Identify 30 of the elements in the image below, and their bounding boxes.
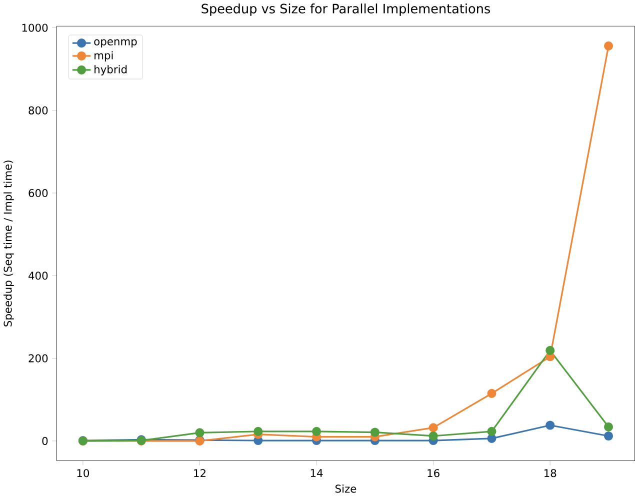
- point: [312, 426, 322, 436]
- x-tick-label: 12: [194, 468, 206, 477]
- y-tick-label: 400: [28, 271, 48, 280]
- point: [604, 431, 614, 440]
- point: [487, 388, 496, 398]
- point: [604, 41, 614, 50]
- chart-title: Speedup vs Size for Parallel Implementations: [202, 3, 490, 16]
- y-tick-label: 600: [28, 188, 48, 197]
- y-tick-label: 200: [28, 354, 48, 362]
- x-tick-label: 18: [544, 468, 556, 478]
- point: [370, 428, 380, 437]
- x-tick-label: 10: [77, 468, 90, 478]
- x-tick-label: 16: [428, 468, 440, 478]
- point: [487, 426, 496, 436]
- point: [254, 426, 263, 436]
- point: [546, 346, 555, 355]
- legend-label: mpi: [94, 50, 113, 62]
- x-tick-label: 14: [310, 468, 323, 477]
- legend-label: hybrid: [94, 64, 127, 76]
- y-tick-label: 800: [28, 106, 48, 114]
- point: [195, 428, 204, 438]
- point: [546, 420, 555, 430]
- y-tick-label: 0: [42, 436, 48, 445]
- point: [428, 423, 438, 432]
- legend-label: openmp: [94, 39, 137, 48]
- point: [428, 431, 438, 440]
- y-axis-title: Speedup (Seq time / Impl time): [4, 160, 14, 326]
- point: [604, 422, 614, 432]
- x-axis-title: Size: [335, 484, 356, 493]
- y-tick-label: 1000: [22, 24, 48, 32]
